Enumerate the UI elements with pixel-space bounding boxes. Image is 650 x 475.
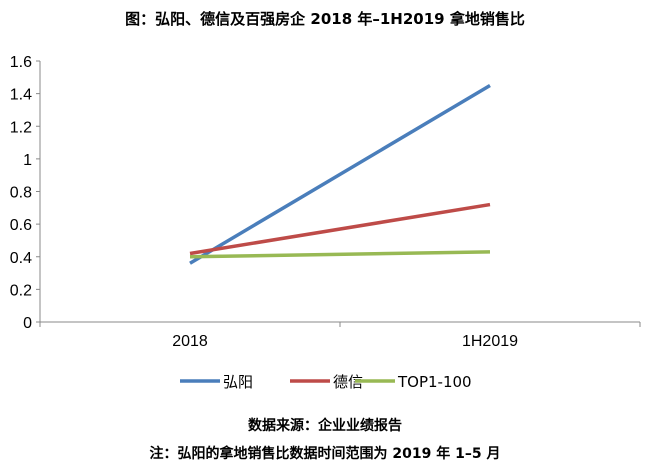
y-tick-label: 1 [23, 152, 32, 169]
y-tick-label: 0.8 [10, 185, 32, 202]
x-tick-label: 1H2019 [462, 333, 518, 350]
series-line-TOP1-100 [189, 250, 491, 259]
chart-title: 图：弘阳、德信及百强房企 2018 年–1H2019 拿地销售比 [125, 10, 525, 28]
note-text: 注：弘阳的拿地销售比数据时间范围为 2019 年 1–5 月 [149, 446, 501, 462]
y-tick-label: 0 [23, 315, 32, 332]
y-tick-label: 0.4 [10, 250, 32, 267]
source-text: 数据来源：企业业绩报告 [248, 418, 402, 434]
legend-label: 弘阳 [223, 373, 253, 391]
x-tick-label: 2018 [172, 333, 208, 350]
y-tick-label: 1.2 [10, 119, 32, 136]
legend-label: 德信 [333, 373, 363, 391]
line-chart: 0 0.2 0.4 0.6 0.8 1 1.2 1.4 1.6 2018 1H2019 弘阳 德信 TOP… [10, 54, 641, 391]
y-tick-label: 1.4 [10, 87, 32, 104]
y-tick-label: 0.6 [10, 217, 32, 234]
legend-label: TOP1-100 [397, 373, 472, 391]
y-tick-label: 0.2 [10, 282, 32, 299]
series-line-德信 [189, 202, 491, 256]
y-tick-label: 1.6 [10, 54, 32, 71]
series-line-弘阳 [189, 83, 491, 265]
